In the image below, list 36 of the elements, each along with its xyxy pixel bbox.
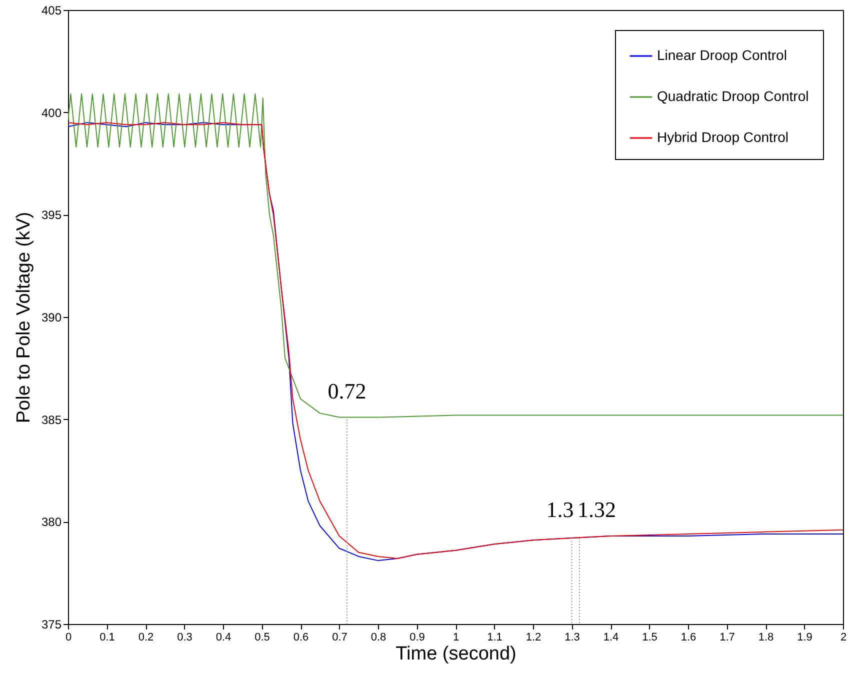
x-tick-label: 1.4	[603, 632, 619, 644]
x-tick-label: 0.8	[370, 632, 386, 644]
x-tick-label: 1.2	[526, 632, 542, 644]
legend-label: Hybrid Droop Control	[657, 129, 788, 145]
x-tick-label: 0.7	[332, 632, 348, 644]
x-tick-label: 0.5	[254, 632, 270, 644]
x-tick-label: 1.7	[720, 632, 735, 644]
x-tick-label: 0.1	[100, 632, 115, 644]
legend-label: Quadratic Droop Control	[657, 88, 809, 104]
y-tick-label: 375	[41, 618, 62, 632]
x-tick-label: 0.3	[177, 632, 192, 644]
x-tick-label: 0.4	[216, 632, 232, 644]
annotation: 1.3	[546, 497, 574, 522]
y-tick-label: 380	[41, 515, 62, 530]
y-axis-title: Pole to Pole Voltage (kV)	[13, 212, 34, 424]
x-tick-label: 1.6	[680, 632, 696, 644]
x-tick-label: 0.6	[293, 632, 309, 644]
y-tick-label: 405	[41, 4, 62, 18]
annotation: 0.72	[328, 378, 366, 404]
x-tick-label: 1	[452, 632, 460, 644]
y-tick-label: 385	[41, 412, 62, 427]
y-tick-label: 400	[41, 106, 62, 120]
x-tick-label: 2	[840, 632, 847, 644]
x-tick-label: 1.9	[797, 632, 812, 644]
x-tick-label: 1.8	[758, 632, 774, 644]
legend-label: Linear Droop Control	[657, 47, 787, 63]
x-tick-label: 0.2	[138, 632, 154, 644]
annotation: 1.32	[578, 497, 616, 522]
x-tick-label: 1.1	[487, 632, 502, 644]
x-tick-label: 1.5	[642, 632, 658, 644]
x-tick-label: 1.3	[564, 632, 580, 644]
x-axis-title: Time (second)	[396, 644, 516, 664]
x-tick-label: 0.9	[410, 632, 425, 644]
x-tick-label: 0	[65, 632, 72, 644]
y-tick-label: 390	[41, 310, 62, 324]
y-tick-label: 395	[41, 208, 62, 222]
